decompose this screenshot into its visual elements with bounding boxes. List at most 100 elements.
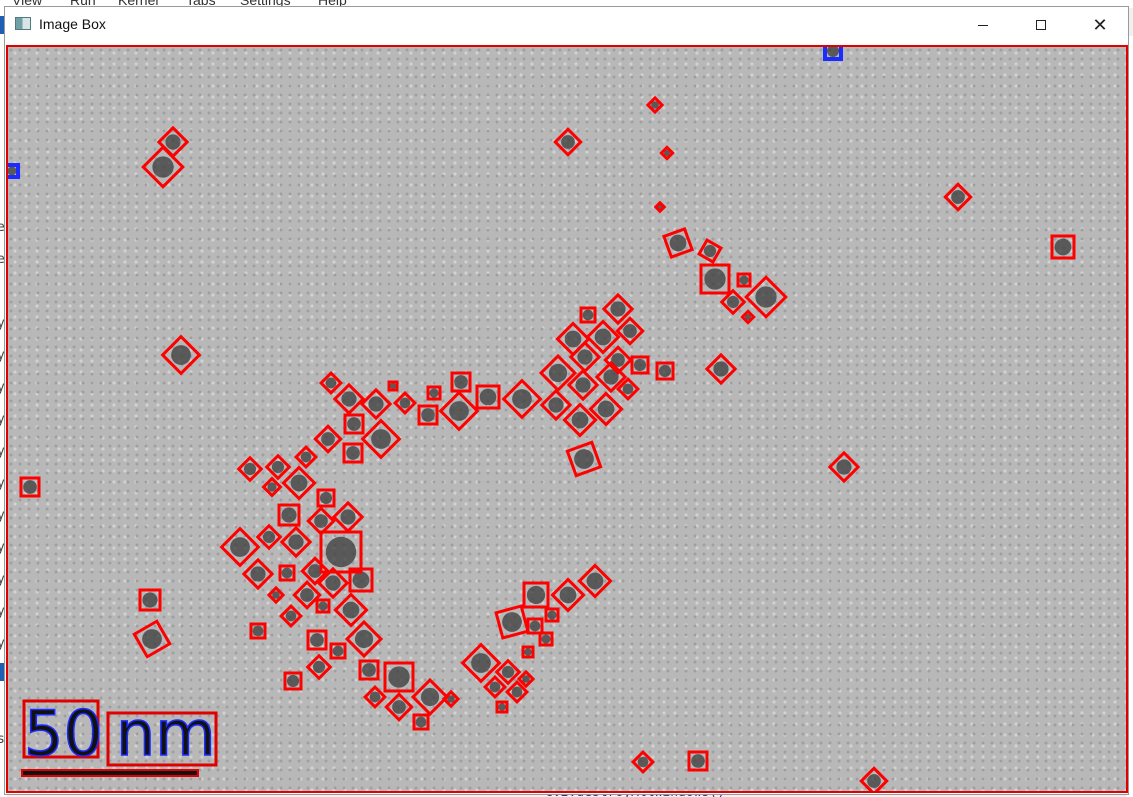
particle-bounding-box: [283, 671, 303, 691]
nanoparticle: [325, 377, 337, 389]
particle-bounding-box: [278, 603, 304, 629]
nanoparticle: [603, 369, 619, 385]
nanoparticle: [399, 397, 411, 409]
particle-bounding-box: [360, 418, 402, 460]
bg-gutter-char: y: [0, 348, 5, 363]
particle-bounding-box: [615, 376, 641, 402]
particle-bounding-box: [594, 360, 628, 394]
nanoparticle: [243, 462, 257, 476]
particle-bounding-box: [8, 163, 20, 179]
nanoparticle: [429, 388, 439, 398]
particle-bounding-box: [426, 385, 442, 401]
nanoparticle: [547, 610, 557, 620]
particle-bounding-box: [744, 275, 788, 319]
particle-bounding-box: [740, 309, 756, 325]
nanoparticle: [352, 571, 370, 589]
particle-bounding-box: [943, 182, 973, 212]
nanoparticle: [529, 620, 541, 632]
particle-bounding-box: [292, 580, 322, 610]
particle-bounding-box: [19, 476, 41, 498]
tem-image-canvas[interactable]: 50 nm: [6, 45, 1128, 793]
particle-bounding-box: [522, 581, 550, 609]
particle-bounding-box: [319, 530, 363, 574]
particle-bounding-box: [655, 361, 675, 381]
background-code-gutter: e e y y y y y y y y y y y s: [0, 8, 7, 797]
particle-bounding-box: [362, 684, 388, 710]
particle-bounding-box: [553, 127, 583, 157]
nanoparticle: [586, 572, 604, 590]
nanoparticle: [611, 353, 625, 367]
nanoparticle: [471, 653, 491, 673]
bg-menu-settings[interactable]: Settings: [240, 0, 291, 8]
nanoparticle: [658, 364, 672, 378]
bg-menu-help[interactable]: Help: [318, 0, 347, 8]
particle-bounding-box: [318, 370, 344, 396]
nanoparticle: [314, 514, 328, 528]
particle-bounding-box: [438, 390, 480, 432]
particle-bounding-box: [823, 47, 843, 61]
particle-bounding-box: [441, 689, 461, 709]
particle-bounding-box: [516, 669, 536, 689]
particle-bounding-box: [306, 629, 328, 651]
maximize-button[interactable]: [1012, 7, 1070, 43]
bg-gutter-char: y: [0, 380, 5, 395]
nanoparticle: [389, 382, 397, 390]
bg-menu-run[interactable]: Run: [70, 0, 96, 8]
particle-bounding-box: [358, 659, 380, 681]
nanoparticle: [300, 588, 314, 602]
particle-bounding-box: [315, 598, 331, 614]
nanoparticle: [489, 681, 501, 693]
bg-menu-kernel[interactable]: Kernel: [118, 0, 159, 8]
particle-bounding-box: [615, 316, 645, 346]
particle-bounding-box: [699, 263, 731, 295]
nanoparticle: [574, 449, 594, 469]
bg-gutter-char: y: [0, 476, 5, 491]
nanoparticle: [230, 537, 250, 557]
bg-gutter-char: y: [0, 636, 5, 651]
nanoparticle: [319, 491, 333, 505]
particle-bounding-box: [316, 488, 336, 508]
nanoparticle: [561, 135, 575, 149]
particle-bounding-box: [277, 503, 301, 527]
particle-bounding-box: [577, 563, 613, 599]
bg-gutter-marker: [0, 663, 6, 681]
bg-gutter-char: s: [0, 732, 5, 747]
minimize-button[interactable]: [954, 7, 1012, 43]
nanoparticle: [951, 190, 965, 204]
particle-bounding-box: [538, 353, 578, 393]
nanoparticle: [332, 645, 344, 657]
image-box-window[interactable]: Image Box ✕ 50 nm: [4, 6, 1129, 795]
nanoparticle: [623, 324, 637, 338]
nanoparticle: [691, 754, 705, 768]
scale-bar-line: [21, 769, 199, 777]
nanoparticle: [250, 566, 266, 582]
bg-gutter-char: e: [0, 252, 5, 267]
close-icon: ✕: [1092, 15, 1108, 35]
particle-bounding-box: [494, 658, 522, 686]
nanoparticle: [312, 660, 326, 674]
particle-bounding-box: [160, 334, 202, 376]
particle-bounding-box: [526, 617, 544, 635]
nanoparticle: [271, 460, 285, 474]
bg-gutter-char: y: [0, 412, 5, 427]
particle-bounding-box: [562, 402, 598, 438]
nanoparticle: [449, 401, 469, 421]
particle-bounding-box: [687, 750, 709, 772]
particle-bounding-box: [279, 525, 313, 559]
particle-bounding-box: [141, 145, 185, 189]
window-titlebar[interactable]: Image Box ✕: [5, 7, 1128, 43]
particle-bounding-box: [410, 677, 450, 717]
nanoparticle: [502, 612, 522, 632]
bg-menu-view[interactable]: View: [12, 0, 43, 8]
close-button[interactable]: ✕: [1071, 7, 1129, 43]
nanoparticle: [281, 507, 297, 523]
nanoparticle: [272, 591, 280, 599]
particle-bounding-box: [565, 440, 603, 478]
nanoparticle: [597, 400, 615, 418]
particle-bounding-box: [264, 453, 292, 481]
bg-menu-tabs[interactable]: Tabs: [186, 0, 216, 8]
particle-bounding-box: [331, 500, 365, 534]
minimize-icon: [978, 24, 988, 26]
particle-bounding-box: [661, 226, 695, 260]
nanoparticle: [415, 716, 427, 728]
